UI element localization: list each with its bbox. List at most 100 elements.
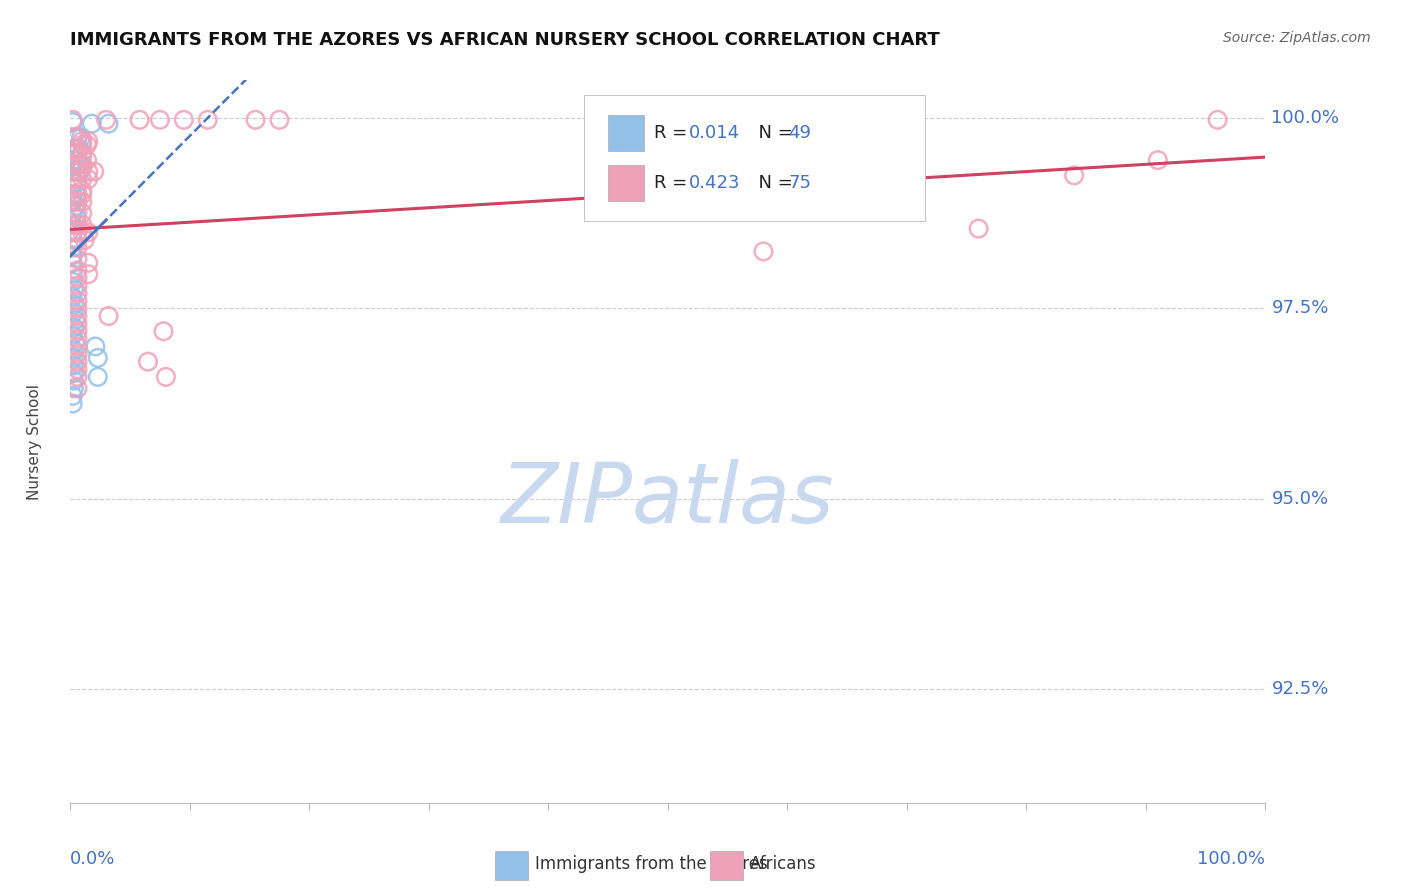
Point [83, 164, 105, 178]
Point [66, 130, 89, 145]
Point [65, 153, 87, 168]
Point [66, 142, 89, 156]
Point [77, 164, 100, 178]
Point [269, 112, 291, 127]
Point [63, 343, 86, 358]
FancyBboxPatch shape [609, 115, 644, 152]
Text: ZIPatlas: ZIPatlas [501, 458, 835, 540]
Point [70, 172, 93, 186]
Point [77, 134, 100, 148]
Text: 97.5%: 97.5% [1271, 300, 1329, 318]
Point [149, 112, 172, 127]
Point [62, 248, 84, 262]
Point [128, 112, 150, 127]
Point [66, 172, 89, 186]
Point [70, 218, 93, 232]
Point [70, 157, 93, 171]
FancyBboxPatch shape [495, 851, 529, 880]
Point [70, 130, 93, 145]
Text: 92.5%: 92.5% [1271, 680, 1329, 698]
Point [97, 309, 120, 323]
Point [62, 226, 84, 240]
Point [63, 335, 86, 350]
Point [70, 161, 93, 175]
Point [65, 187, 87, 202]
Text: 49: 49 [789, 124, 811, 143]
Point [69, 157, 91, 171]
Text: N =: N = [747, 124, 799, 143]
Point [62, 241, 84, 255]
Point [77, 256, 100, 270]
Point [66, 218, 89, 232]
Point [66, 278, 89, 293]
Point [197, 112, 219, 127]
Point [66, 324, 89, 338]
Point [66, 145, 89, 160]
Point [62, 187, 84, 202]
Point [66, 339, 89, 353]
Point [70, 145, 93, 160]
Point [63, 359, 86, 373]
Point [63, 282, 86, 296]
Point [62, 112, 84, 127]
Point [62, 233, 84, 247]
Point [752, 244, 775, 259]
Point [70, 194, 93, 209]
Text: 100.0%: 100.0% [1271, 110, 1340, 128]
Text: Source: ZipAtlas.com: Source: ZipAtlas.com [1223, 31, 1371, 45]
Point [63, 298, 86, 312]
Point [155, 370, 177, 384]
Point [967, 221, 990, 235]
Point [70, 206, 93, 220]
Text: IMMIGRANTS FROM THE AZORES VS AFRICAN NURSERY SCHOOL CORRELATION CHART: IMMIGRANTS FROM THE AZORES VS AFRICAN NU… [70, 31, 941, 49]
Point [62, 176, 84, 190]
Point [87, 370, 110, 384]
Point [63, 313, 86, 327]
Point [97, 117, 120, 131]
Point [77, 267, 100, 281]
Point [62, 328, 84, 343]
Text: Africans: Africans [751, 855, 817, 873]
Point [1063, 169, 1085, 183]
Point [66, 164, 89, 178]
Point [62, 153, 84, 168]
FancyBboxPatch shape [585, 95, 925, 221]
Text: R =: R = [654, 124, 693, 143]
Point [66, 309, 89, 323]
Text: 75: 75 [789, 174, 811, 192]
Text: 0.0%: 0.0% [70, 850, 115, 868]
Point [63, 374, 86, 388]
Text: Nursery School: Nursery School [27, 384, 42, 500]
Point [152, 324, 174, 338]
Point [66, 252, 89, 266]
Point [70, 226, 93, 240]
Point [63, 366, 86, 380]
Point [66, 354, 89, 368]
Point [70, 149, 93, 163]
Point [63, 142, 86, 156]
Point [245, 112, 267, 127]
Text: R =: R = [654, 174, 693, 192]
Point [76, 153, 98, 168]
Text: Immigrants from the Azores: Immigrants from the Azores [536, 855, 768, 873]
Point [66, 206, 89, 220]
Point [80, 117, 103, 131]
Text: 0.423: 0.423 [689, 174, 741, 192]
Point [66, 233, 89, 247]
Point [63, 130, 86, 145]
Point [87, 351, 110, 365]
FancyBboxPatch shape [609, 164, 644, 201]
Point [62, 275, 84, 289]
Point [66, 226, 89, 240]
Point [66, 187, 89, 202]
Point [66, 194, 89, 209]
Point [66, 301, 89, 316]
Point [66, 347, 89, 361]
Point [62, 218, 84, 232]
Point [63, 305, 86, 319]
Point [66, 381, 89, 395]
Point [136, 354, 159, 368]
Point [62, 256, 84, 270]
Point [66, 179, 89, 194]
Point [65, 199, 87, 213]
